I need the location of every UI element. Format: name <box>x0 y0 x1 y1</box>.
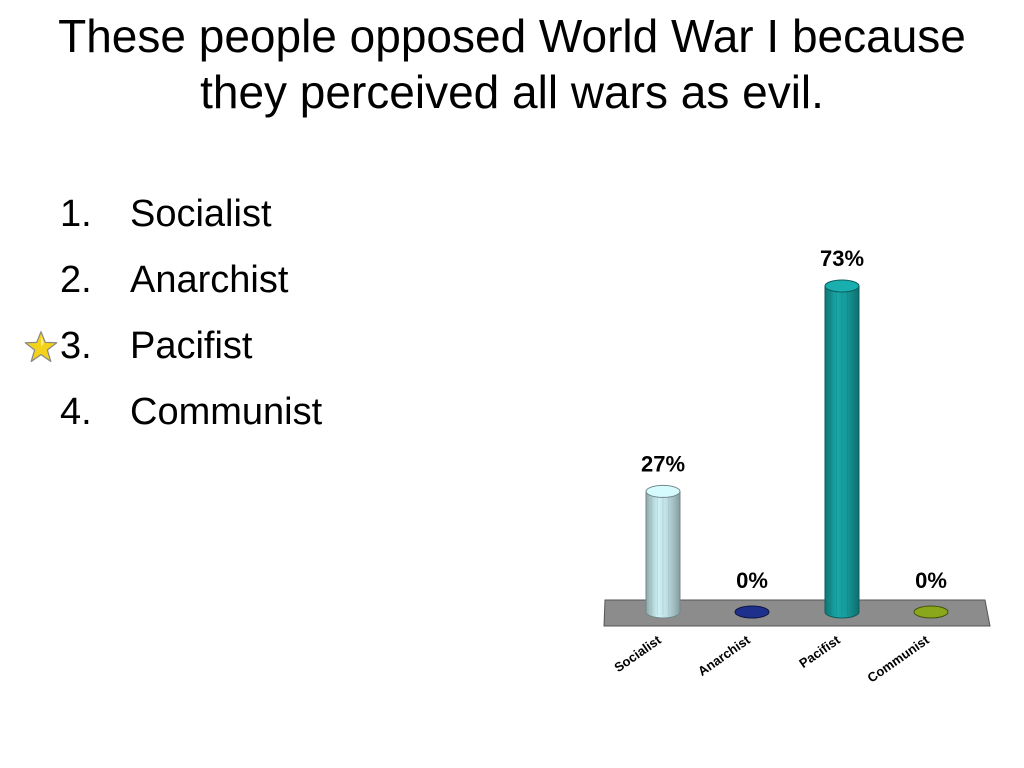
x-tick-label-anarchist: Anarchist <box>695 632 753 679</box>
data-label-anarchist: 0% <box>736 568 768 593</box>
answer-label: Anarchist <box>130 259 289 301</box>
x-tick-label-communist: Communist <box>865 632 933 686</box>
data-label-pacifist: 73% <box>820 246 864 271</box>
answer-label: Socialist <box>130 193 272 235</box>
star-icon <box>24 331 58 363</box>
data-label-socialist: 27% <box>641 451 685 476</box>
answer-list: 1. Socialist 2. Anarchist 3. Pacifist 4.… <box>24 190 480 454</box>
bar-top <box>645 484 681 498</box>
answer-number: 1. <box>60 193 92 235</box>
answer-number: 4. <box>60 391 92 433</box>
x-tick-label-pacifist: Pacifist <box>796 632 843 671</box>
answer-number: 3. <box>60 325 92 367</box>
response-bar-chart: 27% Socialist 0% Anarchist 73% Pacifist 0% Comm… <box>603 246 991 686</box>
answer-option-1: 1. Socialist <box>60 190 480 256</box>
answer-option-3: 3. Pacifist <box>24 322 480 388</box>
bar-anarchist <box>734 605 770 619</box>
x-tick-label-socialist: Socialist <box>611 632 664 675</box>
data-label-communist: 0% <box>915 568 947 593</box>
answer-label: Pacifist <box>130 325 253 367</box>
bar-top <box>824 279 860 293</box>
answer-label: Communist <box>130 391 323 433</box>
bar-socialist <box>645 484 681 619</box>
answer-number: 2. <box>60 259 92 301</box>
answer-option-2: 2. Anarchist <box>60 256 480 322</box>
slide-title: These people opposed World War I because… <box>58 10 966 118</box>
bar-pacifist <box>824 279 860 619</box>
bar-communist <box>913 605 949 619</box>
answer-option-4: 4. Communist <box>60 388 480 454</box>
